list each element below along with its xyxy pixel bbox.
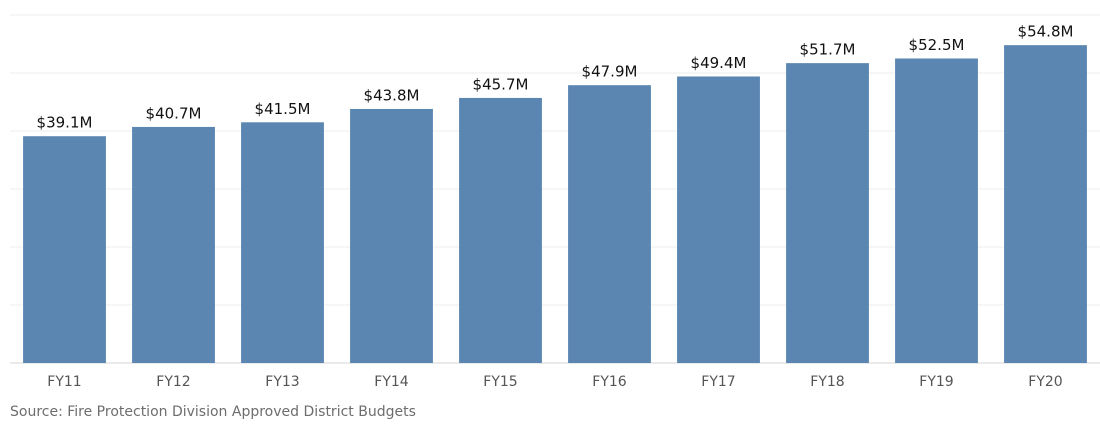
x-tick-label: FY19 [919, 374, 953, 390]
value-label: $41.5M [255, 100, 311, 118]
value-label: $40.7M [146, 104, 202, 122]
x-tick-label: FY11 [47, 374, 81, 390]
source-note: Source: Fire Protection Division Approve… [10, 404, 416, 420]
value-label: $54.8M [1018, 23, 1074, 41]
bar [786, 63, 869, 363]
x-tick-label: FY17 [701, 374, 735, 390]
bar [350, 108, 433, 364]
bar [677, 76, 760, 363]
bar [1004, 45, 1087, 363]
bar [241, 122, 324, 363]
bar [895, 58, 978, 363]
x-tick-label: FY13 [265, 374, 299, 390]
value-label: $45.7M [473, 75, 529, 93]
value-label: $52.5M [909, 36, 965, 54]
bar [23, 136, 106, 363]
x-tick-label: FY20 [1028, 374, 1062, 390]
x-tick-label: FY12 [156, 374, 190, 390]
value-label: $43.8M [364, 86, 420, 104]
value-label: $39.1M [37, 114, 93, 132]
x-tick-label: FY18 [810, 374, 844, 390]
value-label: $51.7M [800, 41, 856, 59]
value-label: $47.9M [582, 63, 638, 81]
x-tick-label: FY15 [483, 374, 517, 390]
value-label: $49.4M [691, 54, 747, 72]
x-tick-label: FY16 [592, 374, 627, 390]
bar [132, 126, 215, 363]
bar [459, 97, 542, 363]
bar [568, 85, 651, 364]
x-tick-label: FY14 [374, 374, 409, 390]
